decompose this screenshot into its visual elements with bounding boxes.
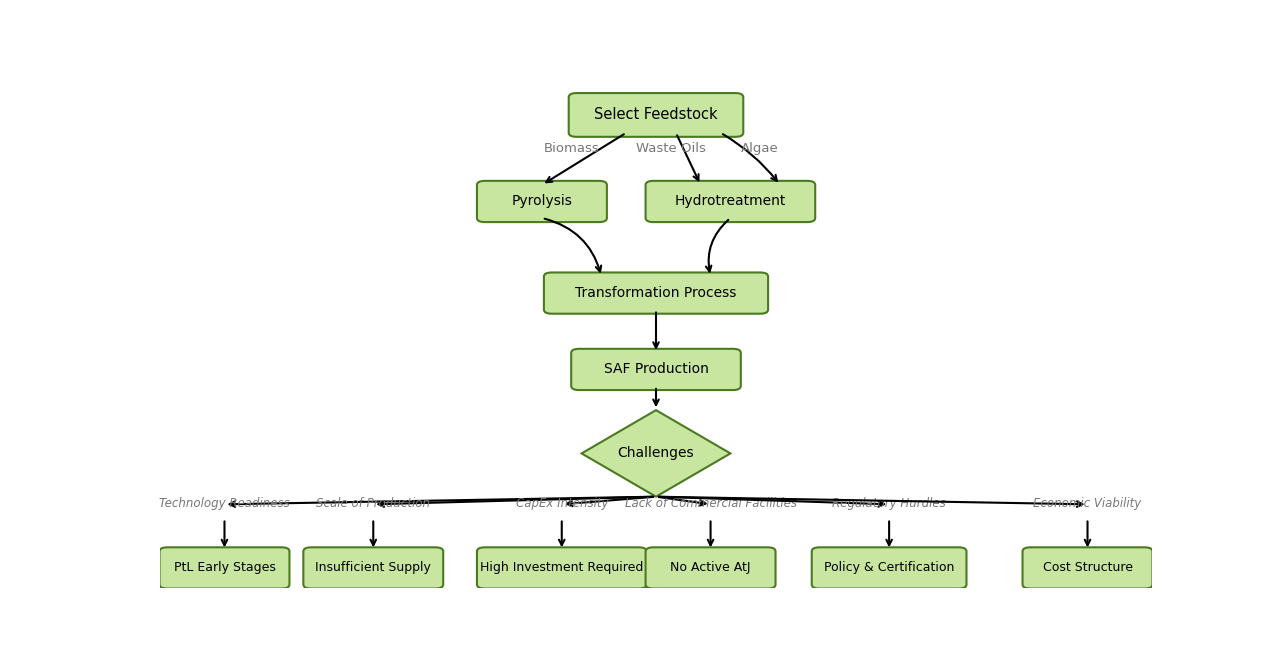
Text: Pyrolysis: Pyrolysis: [512, 194, 572, 208]
Text: Economic Viability: Economic Viability: [1033, 498, 1142, 510]
Text: Waste Oils: Waste Oils: [636, 141, 705, 155]
Text: PtL Early Stages: PtL Early Stages: [174, 561, 275, 574]
FancyBboxPatch shape: [477, 181, 607, 222]
FancyBboxPatch shape: [568, 93, 744, 137]
Polygon shape: [581, 410, 731, 496]
Text: Technology Readiness: Technology Readiness: [159, 498, 289, 510]
Text: Regulatory Hurdles: Regulatory Hurdles: [832, 498, 946, 510]
Text: Biomass: Biomass: [544, 141, 599, 155]
FancyBboxPatch shape: [1023, 547, 1152, 588]
Text: Transformation Process: Transformation Process: [575, 286, 737, 300]
FancyBboxPatch shape: [645, 547, 776, 588]
FancyBboxPatch shape: [544, 272, 768, 314]
Text: Algae: Algae: [741, 141, 780, 155]
Text: Challenges: Challenges: [618, 446, 694, 461]
FancyBboxPatch shape: [645, 181, 815, 222]
Text: Hydrotreatment: Hydrotreatment: [675, 194, 786, 208]
Text: Policy & Certification: Policy & Certification: [824, 561, 955, 574]
Text: No Active AtJ: No Active AtJ: [671, 561, 751, 574]
Text: High Investment Required: High Investment Required: [480, 561, 644, 574]
Text: Insufficient Supply: Insufficient Supply: [315, 561, 431, 574]
Text: CapEx Intensity: CapEx Intensity: [516, 498, 608, 510]
Text: Lack of Commercial Facilities: Lack of Commercial Facilities: [625, 498, 796, 510]
FancyBboxPatch shape: [812, 547, 966, 588]
Text: Cost Structure: Cost Structure: [1042, 561, 1133, 574]
FancyBboxPatch shape: [303, 547, 443, 588]
FancyBboxPatch shape: [160, 547, 289, 588]
FancyBboxPatch shape: [571, 349, 741, 390]
Text: Select Feedstock: Select Feedstock: [594, 108, 718, 122]
Text: SAF Production: SAF Production: [604, 362, 708, 376]
FancyBboxPatch shape: [477, 547, 646, 588]
Text: Scale of Production: Scale of Production: [316, 498, 430, 510]
